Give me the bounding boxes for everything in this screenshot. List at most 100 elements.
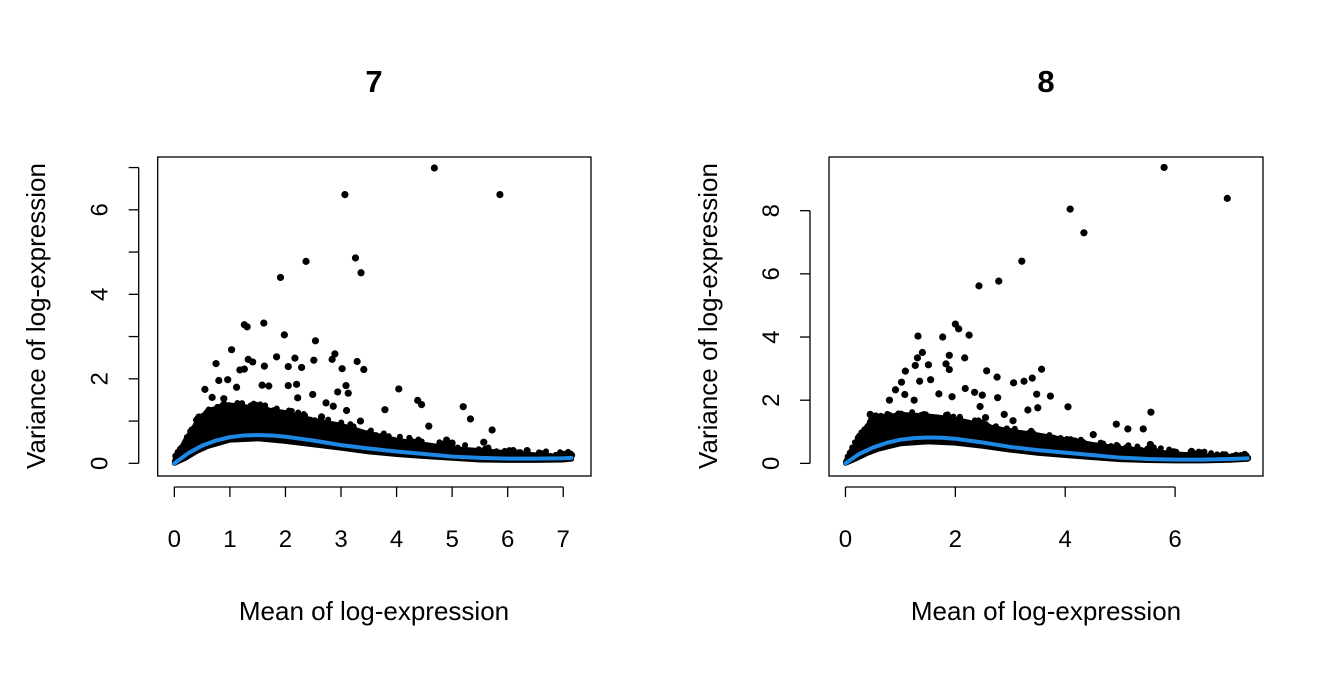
data-point: [457, 447, 464, 454]
data-point: [1011, 425, 1018, 432]
data-point: [913, 354, 922, 362]
data-point: [205, 406, 212, 413]
data-point: [961, 384, 969, 393]
data-point: [312, 417, 319, 424]
data-point: [942, 360, 950, 368]
data-point: [501, 447, 508, 454]
data-point: [844, 453, 851, 460]
data-point: [342, 406, 351, 415]
data-point: [479, 448, 486, 455]
x-axis-label: Mean of log-expression: [239, 596, 509, 626]
data-point: [284, 381, 292, 390]
data-point: [239, 402, 246, 409]
data-point: [902, 413, 909, 420]
data-point: [208, 393, 216, 402]
data-point: [219, 401, 226, 408]
data-point: [328, 355, 336, 363]
data-point: [307, 416, 314, 423]
data-point: [1066, 205, 1074, 213]
data-point: [956, 413, 963, 420]
x-tick-label: 0: [168, 526, 181, 553]
data-point: [488, 426, 496, 434]
data-point: [322, 399, 330, 407]
data-point: [496, 191, 504, 199]
data-point: [1034, 404, 1042, 412]
x-tick-label: 5: [445, 526, 458, 553]
y-tick-label: 0: [87, 457, 114, 470]
data-point: [856, 432, 863, 439]
data-point: [901, 390, 909, 399]
data-point: [260, 362, 268, 370]
data-point: [189, 425, 196, 432]
data-point: [459, 403, 467, 411]
data-point: [462, 442, 469, 449]
plot-frame: [157, 156, 592, 477]
y-axis-label: Variance of log-expression: [21, 163, 51, 469]
data-point: [270, 406, 277, 413]
data-point: [357, 269, 365, 277]
data-point: [882, 413, 889, 420]
y-axis-label: Variance of log-expression: [693, 163, 723, 469]
y-tick-label: 4: [87, 288, 114, 301]
panel-cluster-7: 7 Mean of log-expression Variance of log…: [21, 64, 592, 626]
data-point: [1030, 430, 1037, 437]
data-point: [1038, 365, 1046, 373]
data-point: [1009, 379, 1018, 387]
data-point: [344, 389, 352, 397]
data-point: [854, 439, 861, 446]
data-point: [523, 447, 531, 455]
data-point: [1114, 442, 1121, 449]
data-point: [176, 448, 183, 455]
data-point: [310, 356, 318, 364]
data-point: [342, 381, 350, 390]
data-point: [342, 425, 349, 432]
data-point: [359, 430, 366, 437]
data-point: [910, 396, 918, 404]
data-point: [509, 447, 517, 455]
data-point: [1138, 446, 1145, 453]
data-point: [183, 434, 190, 441]
data-point: [1033, 390, 1041, 398]
x-tick-label: 6: [1168, 526, 1181, 553]
y-tick-label: 8: [758, 204, 785, 217]
data-point: [1018, 257, 1026, 265]
data-point: [1214, 451, 1221, 458]
data-point: [1201, 448, 1208, 455]
data-point: [284, 362, 292, 371]
plot-frame: [828, 156, 1264, 477]
data-point: [466, 415, 475, 423]
data-point: [975, 282, 983, 290]
data-point: [338, 419, 345, 426]
x-axis-label: Mean of log-expression: [911, 596, 1181, 626]
data-point: [910, 413, 917, 420]
data-point: [1015, 430, 1022, 437]
data-point: [1173, 448, 1180, 455]
data-point: [292, 380, 301, 388]
data-point: [965, 331, 973, 339]
data-point: [262, 402, 269, 409]
data-point: [1077, 436, 1084, 443]
data-point: [927, 376, 935, 384]
data-point: [924, 361, 933, 369]
data-point: [291, 354, 299, 362]
data-point: [214, 403, 221, 410]
data-point: [467, 447, 474, 454]
data-point: [1000, 410, 1008, 419]
data-point: [353, 357, 361, 366]
data-point: [356, 417, 365, 425]
data-point: [300, 411, 307, 418]
data-point: [240, 365, 248, 373]
data-point: [1166, 446, 1173, 453]
data-point: [914, 332, 922, 340]
data-point: [872, 412, 880, 420]
y-tick-label: 2: [87, 372, 114, 385]
data-point: [311, 337, 320, 345]
data-point: [1097, 439, 1104, 446]
data-point: [891, 386, 900, 394]
data-point: [1035, 432, 1042, 439]
data-point: [1028, 374, 1036, 382]
x-tick-label: 7: [557, 526, 570, 553]
data-point: [381, 406, 389, 414]
data-point: [885, 396, 894, 404]
